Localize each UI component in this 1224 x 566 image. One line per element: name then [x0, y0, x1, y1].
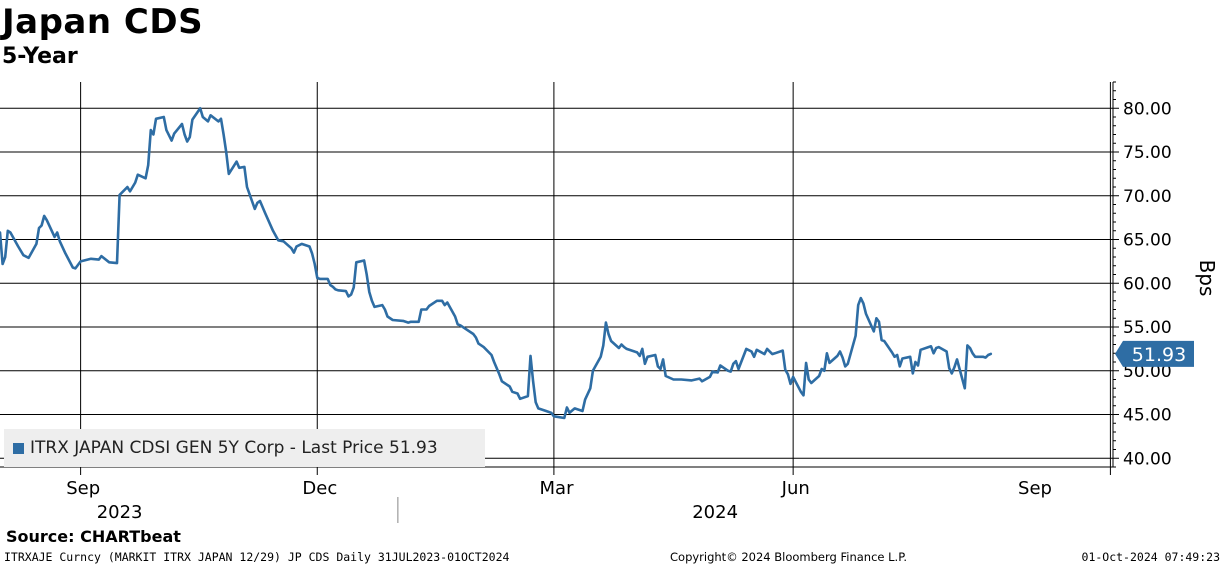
y-tick-label: 60.00: [1123, 274, 1172, 294]
y-tick-label: 75.00: [1123, 143, 1172, 163]
footer-timestamp: 01-Oct-2024 07:49:23: [1081, 550, 1220, 564]
x-year-label: 2023: [97, 502, 143, 523]
footer-copyright: Copyright© 2024 Bloomberg Finance L.P.: [670, 550, 907, 564]
source-note: Source: CHARTbeat: [6, 527, 181, 546]
legend: ITRX JAPAN CDSI GEN 5Y Corp - Last Price…: [4, 429, 485, 467]
x-year-label: 2024: [692, 502, 738, 523]
y-tick-label: 55.00: [1123, 318, 1172, 338]
series-line: [0, 107, 993, 420]
y-tick-label: 70.00: [1123, 187, 1172, 207]
chart-title: Japan CDS: [2, 2, 204, 42]
x-tick-label: Mar: [540, 478, 575, 499]
x-tick-label: Sep: [1018, 478, 1052, 499]
y-tick-label: 40.00: [1123, 449, 1172, 469]
legend-swatch: [13, 442, 24, 454]
y-axis-label: Bps: [1195, 260, 1219, 297]
last-value-marker: 51.93: [1115, 340, 1194, 367]
plot-area: [0, 82, 1113, 467]
x-tick-label: Dec: [302, 478, 337, 499]
chart-subtitle: 5-Year: [2, 44, 78, 69]
footer-ticker-info: ITRXAJE Curncy (MARKIT ITRX JAPAN 12/29)…: [4, 550, 510, 564]
y-tick-label: 45.00: [1123, 406, 1172, 426]
y-tick-label: 80.00: [1123, 99, 1172, 119]
x-tick-label: Sep: [66, 478, 100, 499]
y-tick-label: 65.00: [1123, 231, 1172, 251]
last-value-box: [1115, 340, 1194, 367]
last-value-label: 51.93: [1132, 344, 1186, 366]
x-tick-label: Jun: [781, 478, 810, 499]
legend-label: ITRX JAPAN CDSI GEN 5Y Corp - Last Price…: [30, 438, 438, 458]
